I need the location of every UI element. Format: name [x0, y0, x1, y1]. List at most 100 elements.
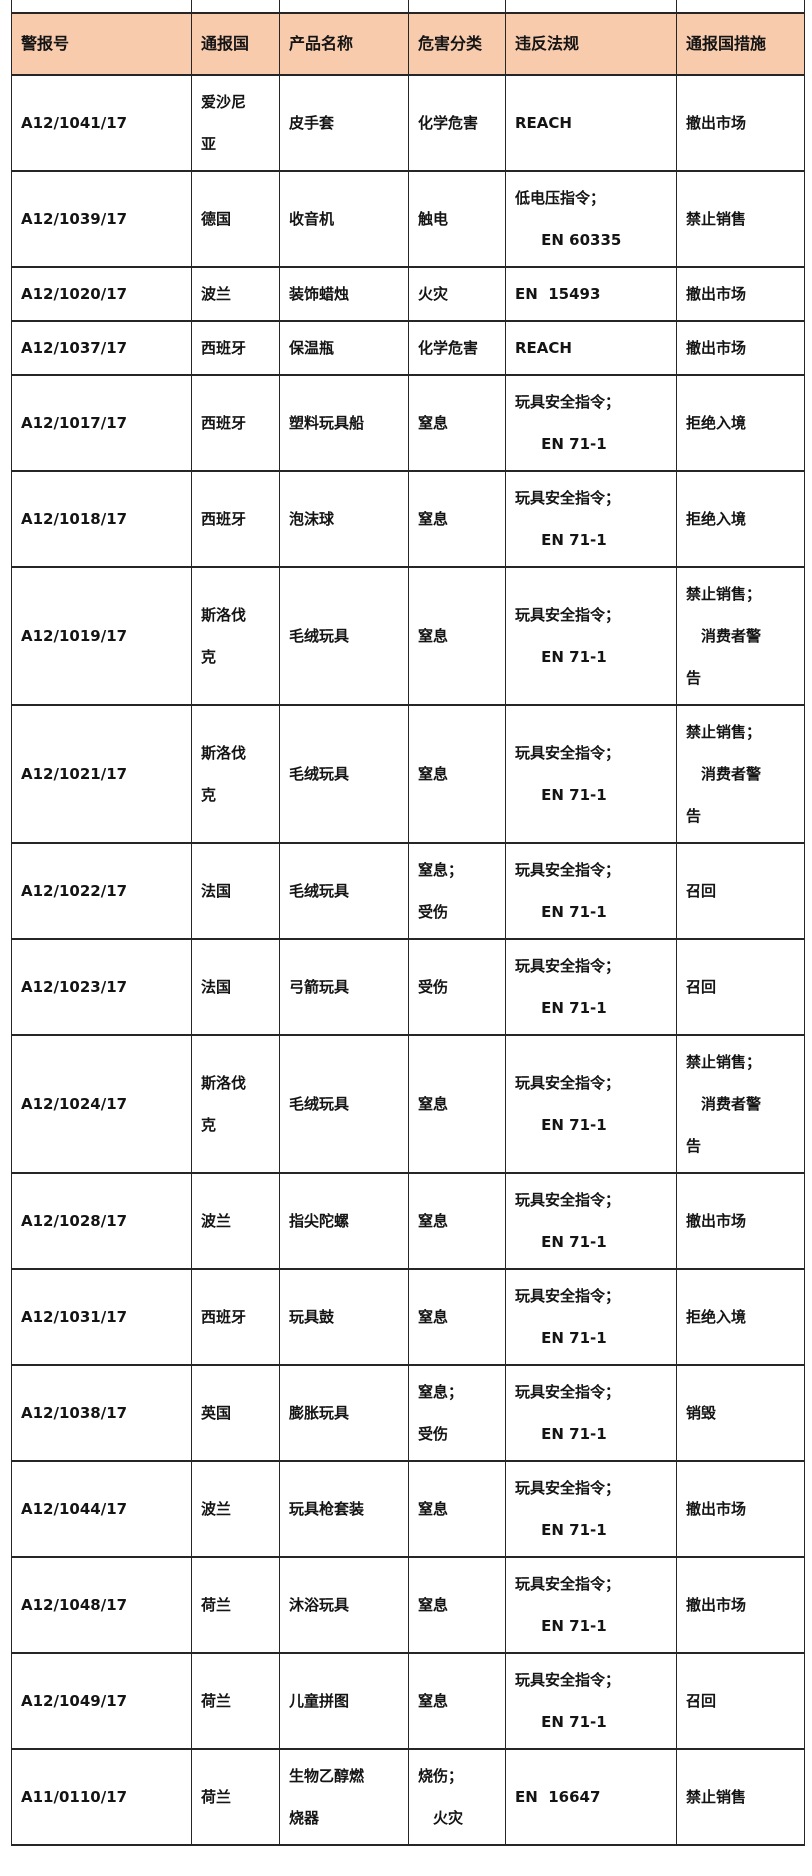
- cell-country: 荷兰: [191, 1748, 280, 1846]
- cell-regulation: EN 15493: [505, 266, 677, 322]
- column-header-hazard: 危害分类: [408, 12, 506, 76]
- column-header-country: 通报国: [191, 12, 280, 76]
- cell-regulation: 玩具安全指令； EN 71-1: [505, 374, 677, 472]
- cell-alert-no: A12/1020/17: [11, 266, 192, 322]
- cell-hazard: 窒息: [408, 566, 506, 706]
- cell-alert-no: A12/1021/17: [11, 704, 192, 844]
- cell-measure: 销毁: [676, 1364, 805, 1462]
- cell-product: 毛绒玩具: [279, 842, 409, 940]
- cell-country: 西班牙: [191, 1268, 280, 1366]
- table-row: A12/1041/17 爱沙尼 亚皮手套 化学危害 REACH 撤出市场: [11, 74, 805, 172]
- sliver-cell: [408, 0, 506, 13]
- cell-hazard: 窒息: [408, 1034, 506, 1174]
- table-row: A12/1023/17 法国 弓箭玩具 受伤 玩具安全指令； EN 71-1 召回: [11, 938, 805, 1036]
- column-header-measure: 通报国措施: [676, 12, 805, 76]
- cell-product: 指尖陀螺: [279, 1172, 409, 1270]
- cell-measure: 召回: [676, 938, 805, 1036]
- cell-alert-no: A12/1022/17: [11, 842, 192, 940]
- cell-product: 泡沫球: [279, 470, 409, 568]
- cell-hazard: 窒息: [408, 704, 506, 844]
- table-row: A12/1048/17 荷兰 沐浴玩具 窒息 玩具安全指令； EN 71-1 撤出市场: [11, 1556, 805, 1654]
- cell-product: 儿童拼图: [279, 1652, 409, 1750]
- cell-country: 斯洛伐 克: [191, 566, 280, 706]
- alerts-table: 警报号 通报国 产品名称 危害分类 违反法规 通报国措施 A12/1041/17…: [11, 0, 805, 1846]
- cell-regulation: 玩具安全指令； EN 71-1: [505, 1652, 677, 1750]
- table-row: A12/1038/17 英国 膨胀玩具 窒息； 受伤 玩具安全指令； EN 71-1 销毁: [11, 1364, 805, 1462]
- cell-measure: 禁止销售； 消费者警 告: [676, 566, 805, 706]
- cell-alert-no: A11/0110/17: [11, 1748, 192, 1846]
- cell-hazard: 窒息: [408, 1172, 506, 1270]
- sliver-cell: [11, 0, 192, 13]
- cell-alert-no: A12/1028/17: [11, 1172, 192, 1270]
- sliver-cell: [676, 0, 805, 13]
- cell-regulation: 玩具安全指令； EN 71-1: [505, 1460, 677, 1558]
- cell-measure: 撤出市场: [676, 320, 805, 376]
- cell-product: 玩具鼓: [279, 1268, 409, 1366]
- cell-product: 塑料玩具船: [279, 374, 409, 472]
- table-row: A12/1049/17 荷兰 儿童拼图 窒息 玩具安全指令； EN 71-1 召回: [11, 1652, 805, 1750]
- cell-country: 爱沙尼 亚: [191, 74, 280, 172]
- cell-hazard: 窒息: [408, 470, 506, 568]
- cutoff-row-sliver: [11, 0, 805, 13]
- cell-country: 英国: [191, 1364, 280, 1462]
- cell-measure: 召回: [676, 842, 805, 940]
- cell-product: 毛绒玩具: [279, 704, 409, 844]
- cell-regulation: 玩具安全指令； EN 71-1: [505, 704, 677, 844]
- cell-product: 皮手套: [279, 74, 409, 172]
- cell-country: 斯洛伐 克: [191, 704, 280, 844]
- cell-product: 收音机: [279, 170, 409, 268]
- cell-regulation: 玩具安全指令； EN 71-1: [505, 1034, 677, 1174]
- cell-hazard: 窒息； 受伤: [408, 1364, 506, 1462]
- cell-hazard: 窒息: [408, 1652, 506, 1750]
- cell-country: 荷兰: [191, 1556, 280, 1654]
- sliver-cell: [505, 0, 677, 13]
- cell-regulation: REACH: [505, 320, 677, 376]
- cell-country: 波兰: [191, 266, 280, 322]
- table-row: A12/1020/17 波兰 装饰蜡烛 火灾 EN 15493 撤出市场: [11, 266, 805, 322]
- column-header-product: 产品名称: [279, 12, 409, 76]
- cell-country: 法国: [191, 938, 280, 1036]
- cell-measure: 撤出市场: [676, 1172, 805, 1270]
- table-row: A12/1017/17 西班牙 塑料玩具船 窒息 玩具安全指令； EN 71-1 拒绝入境: [11, 374, 805, 472]
- cell-alert-no: A12/1024/17: [11, 1034, 192, 1174]
- cell-alert-no: A12/1049/17: [11, 1652, 192, 1750]
- cell-hazard: 窒息: [408, 374, 506, 472]
- sliver-cell: [279, 0, 409, 13]
- cell-product: 膨胀玩具: [279, 1364, 409, 1462]
- cell-regulation: 玩具安全指令； EN 71-1: [505, 1364, 677, 1462]
- cell-measure: 禁止销售: [676, 170, 805, 268]
- table-row: A12/1037/17 西班牙 保温瓶 化学危害 REACH 撤出市场: [11, 320, 805, 376]
- table-header-row: 警报号 通报国 产品名称 危害分类 违反法规 通报国措施: [11, 12, 805, 76]
- table-row: A12/1039/17 德国 收音机 触电 低电压指令； EN 60335 禁止销售: [11, 170, 805, 268]
- cell-country: 西班牙: [191, 320, 280, 376]
- cell-measure: 拒绝入境: [676, 1268, 805, 1366]
- table-body: A12/1041/17 爱沙尼 亚皮手套 化学危害 REACH 撤出市场 A12/1039…: [11, 74, 805, 1846]
- cell-product: 毛绒玩具: [279, 566, 409, 706]
- cell-country: 荷兰: [191, 1652, 280, 1750]
- cell-alert-no: A12/1031/17: [11, 1268, 192, 1366]
- table-row: A12/1031/17 西班牙 玩具鼓 窒息 玩具安全指令； EN 71-1 拒绝入境: [11, 1268, 805, 1366]
- cell-regulation: 玩具安全指令； EN 71-1: [505, 470, 677, 568]
- column-header-regulation: 违反法规: [505, 12, 677, 76]
- cell-product: 生物乙醇燃 烧器: [279, 1748, 409, 1846]
- table-row: A12/1028/17 波兰 指尖陀螺 窒息 玩具安全指令； EN 71-1 撤出市场: [11, 1172, 805, 1270]
- table-row: A12/1018/17 西班牙 泡沫球 窒息 玩具安全指令； EN 71-1 拒绝入境: [11, 470, 805, 568]
- cell-regulation: 玩具安全指令； EN 71-1: [505, 566, 677, 706]
- cell-alert-no: A12/1019/17: [11, 566, 192, 706]
- cell-country: 波兰: [191, 1172, 280, 1270]
- cell-measure: 拒绝入境: [676, 374, 805, 472]
- cell-country: 西班牙: [191, 470, 280, 568]
- cell-measure: 撤出市场: [676, 74, 805, 172]
- cell-product: 沐浴玩具: [279, 1556, 409, 1654]
- cell-hazard: 窒息: [408, 1460, 506, 1558]
- cell-alert-no: A12/1041/17: [11, 74, 192, 172]
- table-row: A11/0110/17 荷兰 生物乙醇燃 烧器 烧伤； 火灾 EN 16647 禁止销售: [11, 1748, 805, 1846]
- cell-measure: 召回: [676, 1652, 805, 1750]
- table-row: A12/1021/17 斯洛伐 克毛绒玩具 窒息 玩具安全指令； EN 71-1 禁止销…: [11, 704, 805, 844]
- cell-measure: 禁止销售； 消费者警 告: [676, 1034, 805, 1174]
- cell-hazard: 化学危害: [408, 320, 506, 376]
- table-row: A12/1024/17 斯洛伐 克毛绒玩具 窒息 玩具安全指令； EN 71-1 禁止销…: [11, 1034, 805, 1174]
- cell-hazard: 化学危害: [408, 74, 506, 172]
- cell-hazard: 火灾: [408, 266, 506, 322]
